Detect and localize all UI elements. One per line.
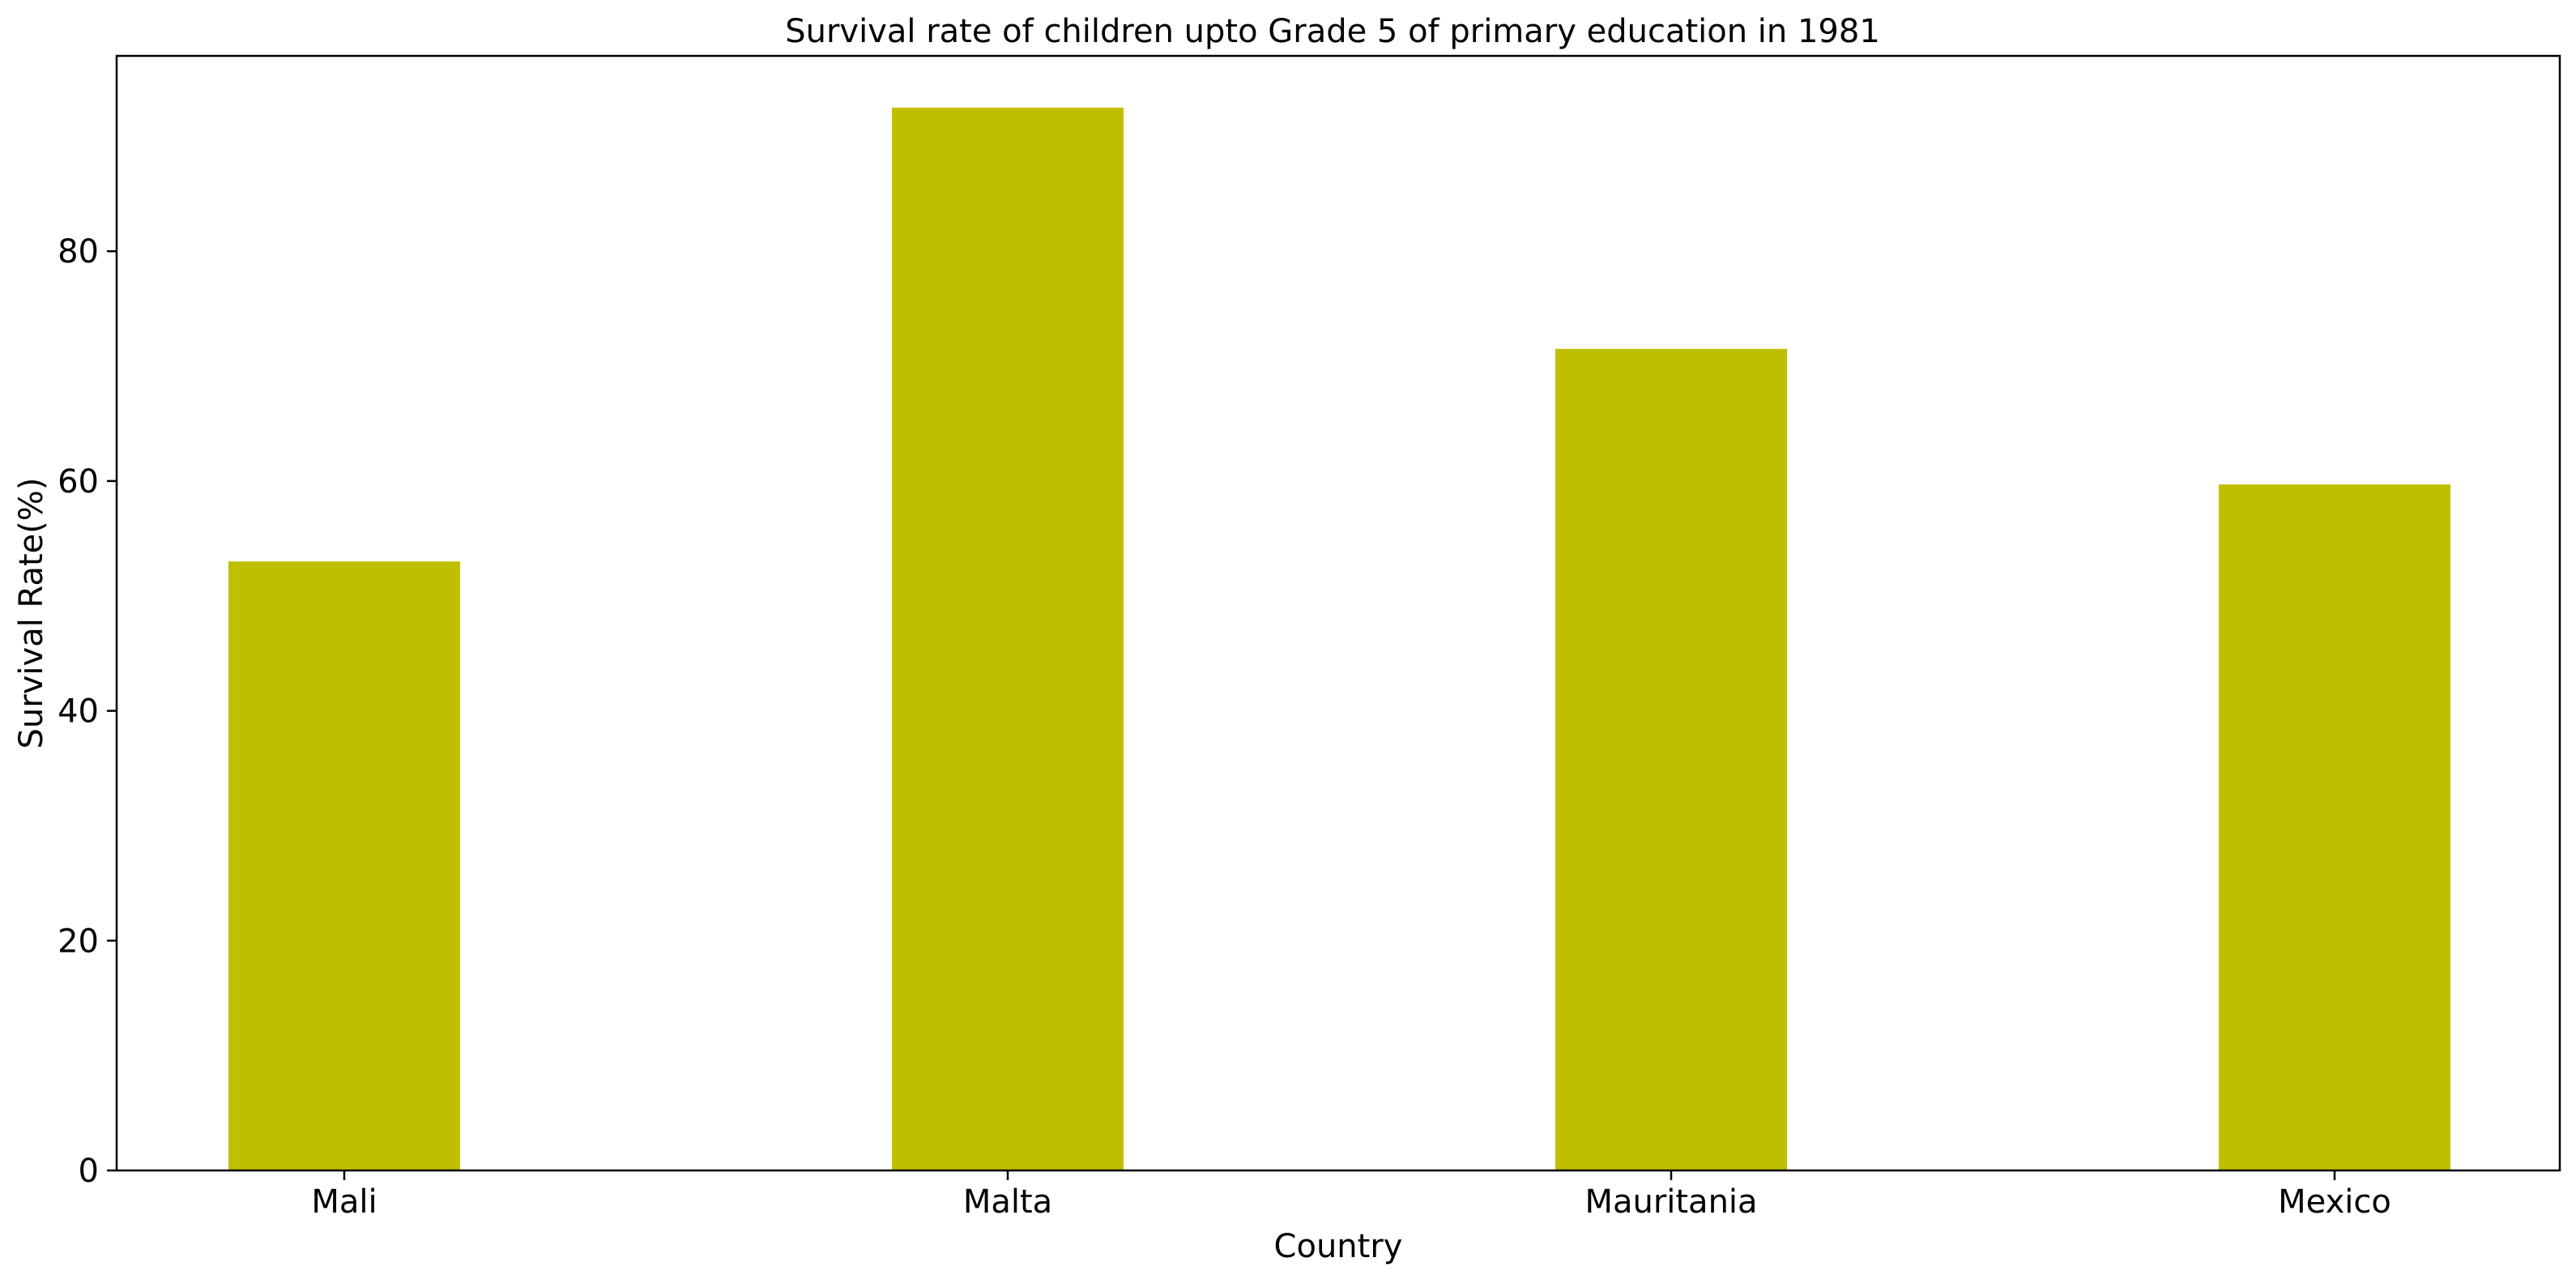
bar-mali <box>228 561 460 1170</box>
x-tick-label: Mali <box>311 1183 377 1221</box>
bar-mexico <box>2219 484 2450 1170</box>
y-tick-label: 0 <box>79 1153 99 1190</box>
y-axis-label: Survival Rate(%) <box>13 478 50 749</box>
bars-group <box>228 107 2450 1171</box>
bar-mauritania <box>1555 348 1787 1171</box>
plot-area: 0 20 40 60 80 Mali Malta Mauritania Mexico <box>58 54 2561 1221</box>
x-axis-ticks: Mali Malta Mauritania Mexico <box>311 1170 2391 1221</box>
chart-title: Survival rate of children upto Grade 5 o… <box>785 13 1880 50</box>
bar-malta <box>892 107 1124 1170</box>
y-tick-label: 80 <box>58 233 99 271</box>
x-tick-label: Malta <box>963 1183 1052 1221</box>
y-tick-label: 60 <box>58 463 99 501</box>
x-tick-label: Mexico <box>2278 1183 2391 1221</box>
y-tick-label: 40 <box>58 693 99 731</box>
plot-frame <box>115 54 2561 1172</box>
y-axis-ticks: 0 20 40 60 80 <box>58 233 117 1190</box>
x-tick-label: Mauritania <box>1584 1183 1757 1221</box>
x-axis-label: Country <box>1274 1228 1403 1265</box>
y-tick-label: 20 <box>58 923 99 960</box>
